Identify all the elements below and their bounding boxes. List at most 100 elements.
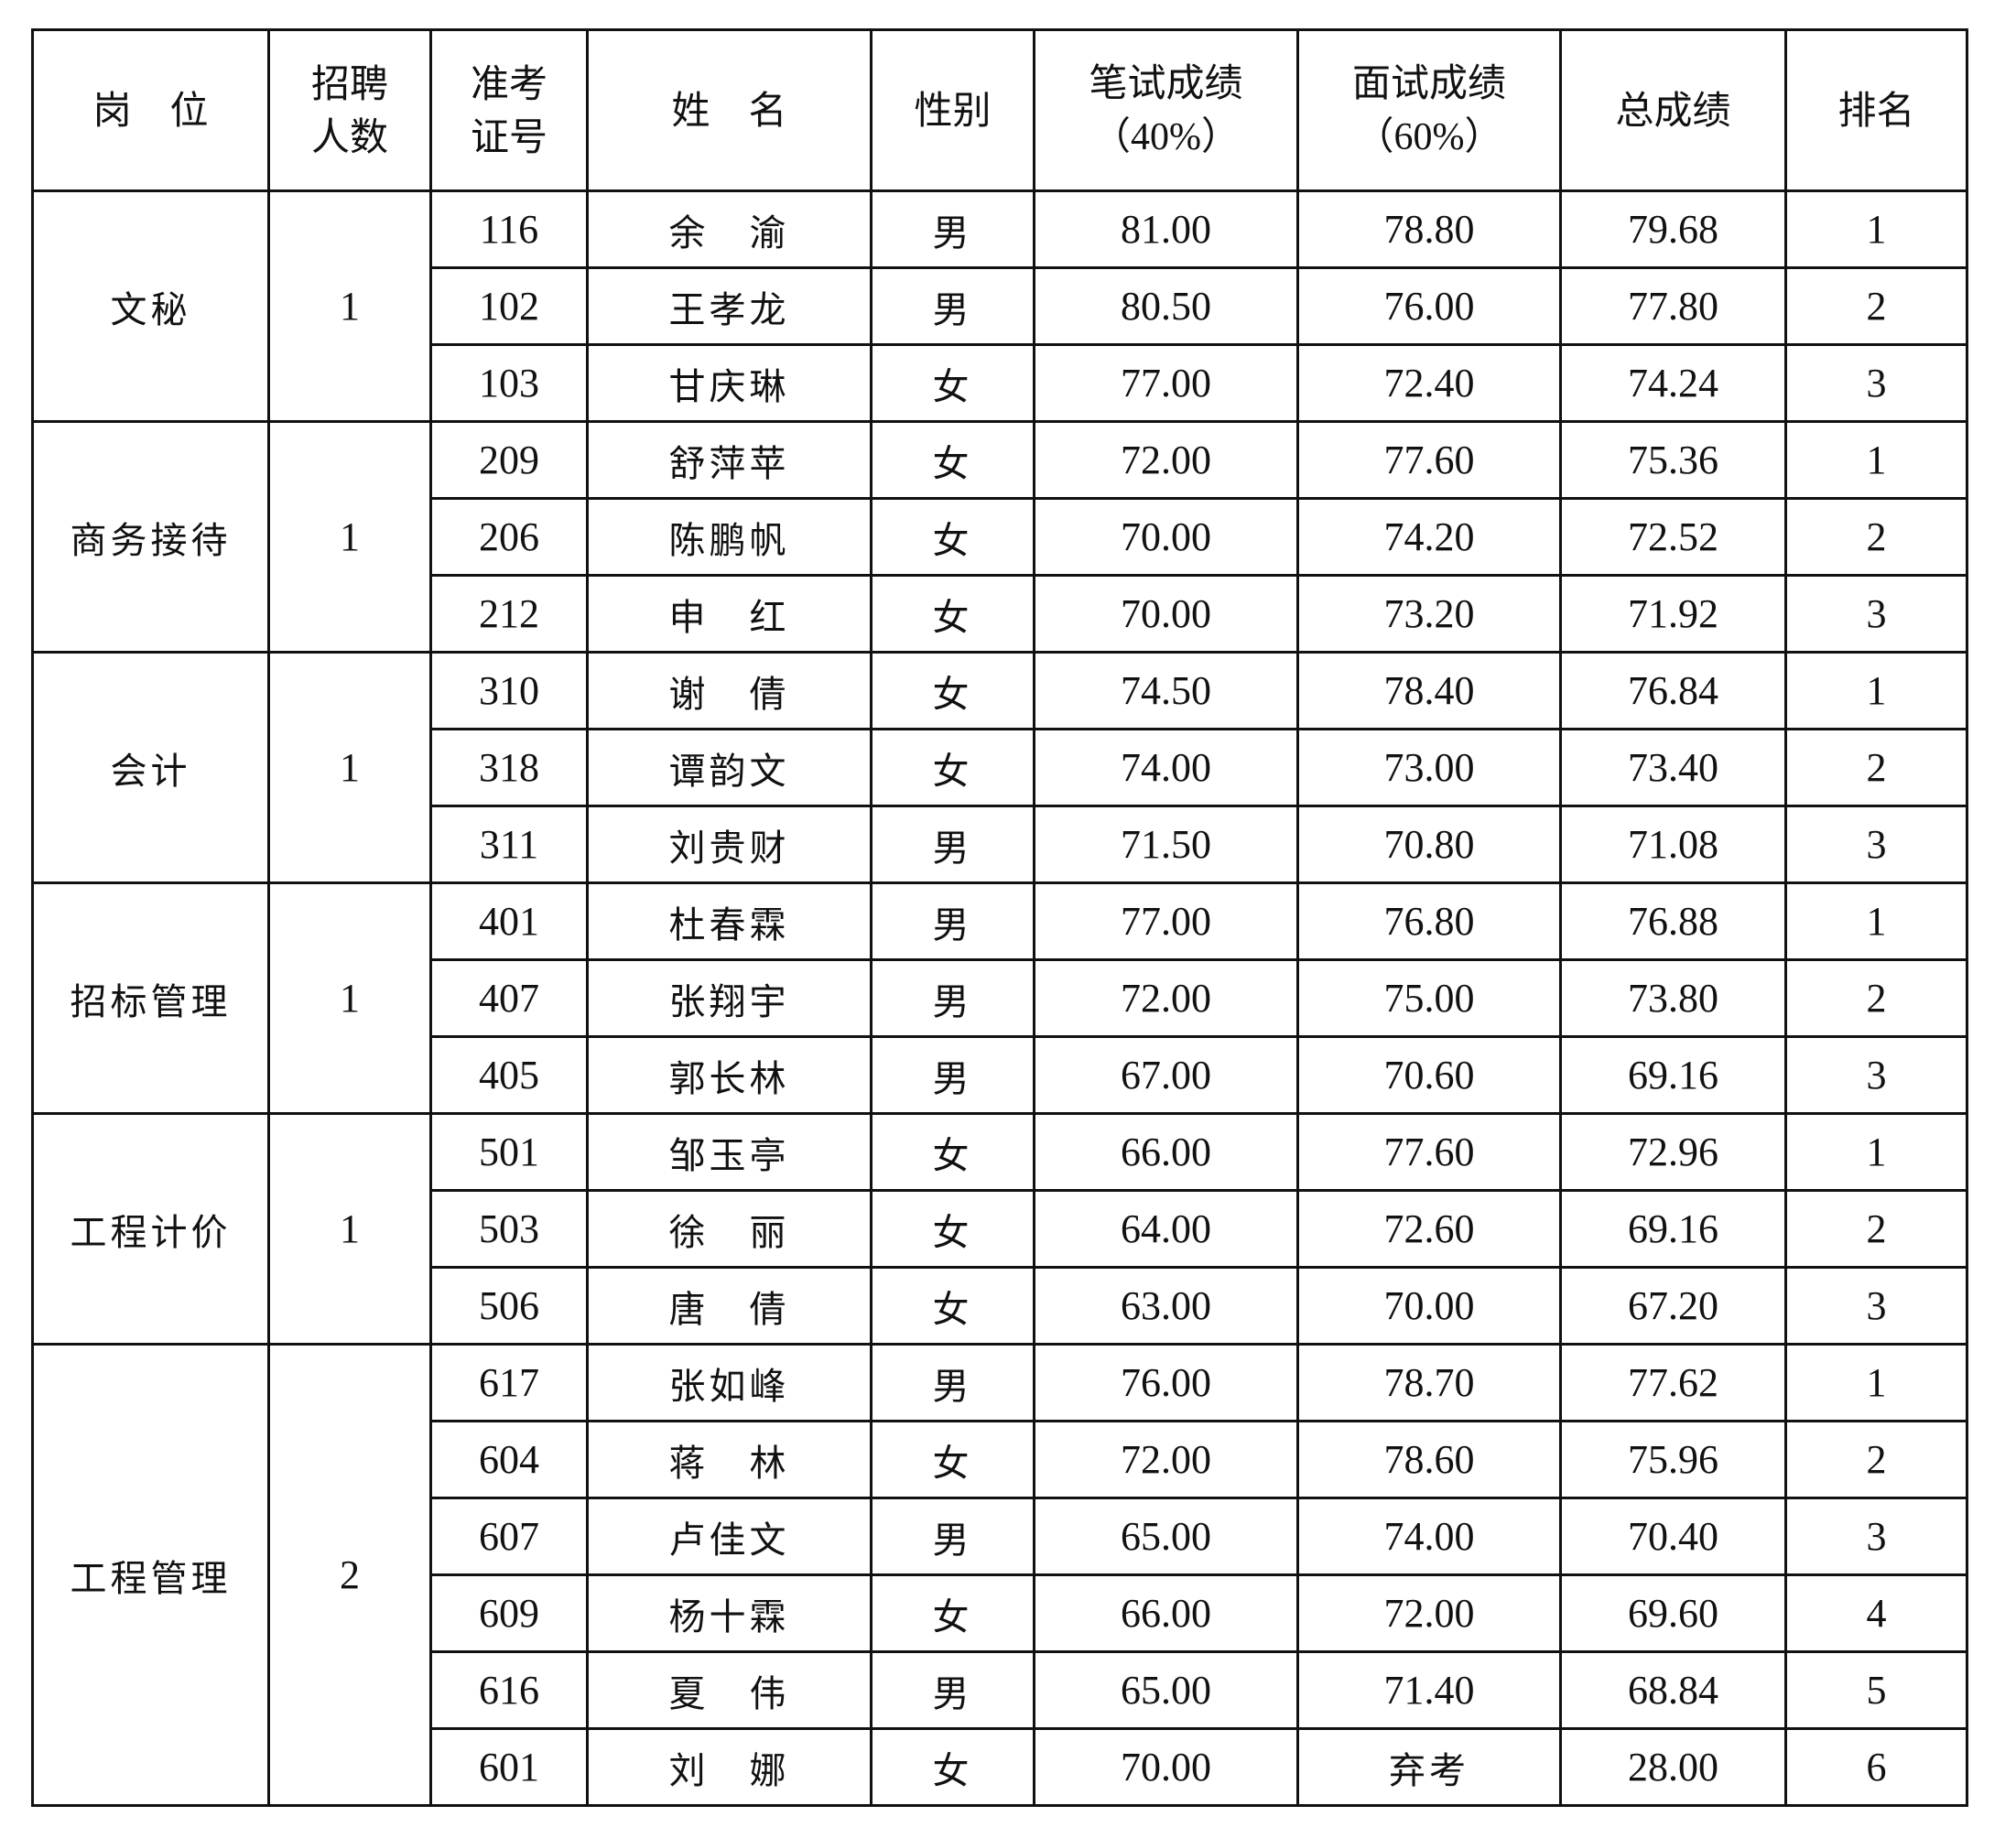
written-score-cell: 74.00: [1033, 728, 1299, 807]
table-row: 311 刘贵财男 71.50 70.80 71.08 3: [33, 805, 1968, 884]
interview-score-cell: 70.80: [1296, 805, 1562, 884]
header-interview-line2: （60%）: [1355, 116, 1503, 158]
rank-cell: 3: [1784, 1035, 1968, 1115]
quota-cell: 1: [267, 881, 432, 1115]
name-cell: 王孝龙: [586, 266, 873, 346]
header-written-line1: 笔试成绩: [1089, 60, 1243, 105]
name-cell: 申 红: [586, 574, 873, 654]
written-score-cell: 71.50: [1033, 805, 1299, 884]
total-score-cell: 67.20: [1559, 1266, 1787, 1346]
table-row: 会计 1 310 谢 倩女 74.50 78.40 76.84 1: [31, 651, 1968, 884]
table-row: 407 张翔宇男 72.00 75.00 73.80 2: [33, 958, 1968, 1038]
interview-score-cell: 78.80: [1296, 189, 1562, 269]
position-cell: 商务接待: [31, 420, 270, 654]
position-cell: 工程计价: [31, 1112, 270, 1346]
exam-no-cell: 501: [429, 1112, 589, 1192]
gender-cell: 女: [870, 1420, 1035, 1499]
written-score-cell: 65.00: [1033, 1650, 1299, 1730]
name-cell: 夏 伟: [586, 1650, 873, 1730]
exam-no-cell: 407: [429, 958, 589, 1038]
total-score-cell: 69.16: [1559, 1189, 1787, 1269]
header-total: 总成绩: [1559, 28, 1787, 192]
rank-cell: 2: [1784, 497, 1968, 577]
written-score-cell: 80.50: [1033, 266, 1299, 346]
written-score-cell: 70.00: [1033, 1727, 1299, 1807]
score-table: 岗 位 招聘 人数 准考 证号 姓 名 性别 笔试成绩 （40%） 面试成绩 （60%）…: [31, 28, 1968, 1807]
table-row: 103 甘庆琳女 77.00 72.40 74.24 3: [33, 343, 1968, 423]
name-cell: 徐 丽: [586, 1189, 873, 1269]
table-row: 609 杨十霖女 66.00 72.00 69.60 4: [33, 1573, 1968, 1653]
rank-cell: 2: [1784, 1420, 1968, 1499]
written-score-cell: 66.00: [1033, 1112, 1299, 1192]
total-score-cell: 70.40: [1559, 1497, 1787, 1576]
interview-score-cell: 72.00: [1296, 1573, 1562, 1653]
quota-cell: 1: [267, 189, 432, 423]
name-cell: 舒萍苹: [586, 420, 873, 500]
rank-cell: 3: [1784, 1497, 1968, 1576]
table-row: 工程管理 2 617 张如峰男 76.00 78.70 77.62 1: [31, 1343, 1968, 1807]
gender-cell: 女: [870, 728, 1035, 807]
exam-no-cell: 310: [429, 651, 589, 730]
quota-cell: 1: [267, 420, 432, 654]
header-quota-line2: 人数: [310, 114, 388, 159]
interview-score-cell: 弃考: [1296, 1727, 1562, 1807]
table-row: 102 王孝龙男 80.50 76.00 77.80 2: [33, 266, 1968, 346]
written-score-cell: 63.00: [1033, 1266, 1299, 1346]
interview-score-cell: 77.60: [1296, 420, 1562, 500]
rank-cell: 1: [1784, 1112, 1968, 1192]
interview-score-cell: 78.60: [1296, 1420, 1562, 1499]
table-row: 506 唐 倩女 63.00 70.00 67.20 3: [33, 1266, 1968, 1346]
header-written: 笔试成绩 （40%）: [1033, 28, 1299, 192]
gender-cell: 男: [870, 805, 1035, 884]
exam-no-cell: 103: [429, 343, 589, 423]
exam-no-cell: 601: [429, 1727, 589, 1807]
gender-cell: 男: [870, 1497, 1035, 1576]
written-score-cell: 76.00: [1033, 1343, 1299, 1422]
total-score-cell: 72.52: [1559, 497, 1787, 577]
gender-cell: 女: [870, 1112, 1035, 1192]
total-score-cell: 73.80: [1559, 958, 1787, 1038]
name-cell: 杨十霖: [586, 1573, 873, 1653]
total-score-cell: 74.24: [1559, 343, 1787, 423]
rank-cell: 2: [1784, 266, 1968, 346]
quota-cell: 2: [267, 1343, 432, 1807]
total-score-cell: 68.84: [1559, 1650, 1787, 1730]
exam-no-cell: 206: [429, 497, 589, 577]
table-row: 604 蒋 林女 72.00 78.60 75.96 2: [33, 1420, 1968, 1499]
table-body: 文秘 1 116 余 渝男 81.00 78.80 79.68 1 102 王孝龙男 80.50 76…: [31, 189, 1968, 1807]
name-cell: 余 渝: [586, 189, 873, 269]
header-exam-no-line1: 准考: [470, 60, 547, 106]
header-exam-no-line2: 证号: [470, 114, 547, 159]
total-score-cell: 77.80: [1559, 266, 1787, 346]
header-interview: 面试成绩 （60%）: [1296, 28, 1562, 192]
rank-cell: 6: [1784, 1727, 1968, 1807]
gender-cell: 女: [870, 1266, 1035, 1346]
name-cell: 唐 倩: [586, 1266, 873, 1346]
total-score-cell: 73.40: [1559, 728, 1787, 807]
header-interview-line1: 面试成绩: [1351, 60, 1506, 105]
written-score-cell: 70.00: [1033, 497, 1299, 577]
quota-cell: 1: [267, 651, 432, 884]
exam-no-cell: 503: [429, 1189, 589, 1269]
header-row: 岗 位 招聘 人数 准考 证号 姓 名 性别 笔试成绩 （40%） 面试成绩 （60%）…: [31, 28, 1968, 192]
name-cell: 杜春霖: [586, 881, 873, 961]
written-score-cell: 74.50: [1033, 651, 1299, 730]
table-row: 212 申 红女 70.00 73.20 71.92 3: [33, 574, 1968, 654]
total-score-cell: 76.84: [1559, 651, 1787, 730]
gender-cell: 女: [870, 1189, 1035, 1269]
total-score-cell: 79.68: [1559, 189, 1787, 269]
rank-cell: 1: [1784, 189, 1968, 269]
rank-cell: 2: [1784, 958, 1968, 1038]
table-row: 601 刘 娜女 70.00 弃考 28.00 6: [33, 1727, 1968, 1807]
gender-cell: 女: [870, 1573, 1035, 1653]
name-cell: 蒋 林: [586, 1420, 873, 1499]
interview-score-cell: 78.40: [1296, 651, 1562, 730]
rank-cell: 3: [1784, 1266, 1968, 1346]
written-score-cell: 72.00: [1033, 1420, 1299, 1499]
exam-no-cell: 506: [429, 1266, 589, 1346]
written-score-cell: 72.00: [1033, 958, 1299, 1038]
header-quota: 招聘 人数: [267, 28, 432, 192]
written-score-cell: 72.00: [1033, 420, 1299, 500]
exam-no-cell: 604: [429, 1420, 589, 1499]
header-gender: 性别: [870, 28, 1035, 192]
